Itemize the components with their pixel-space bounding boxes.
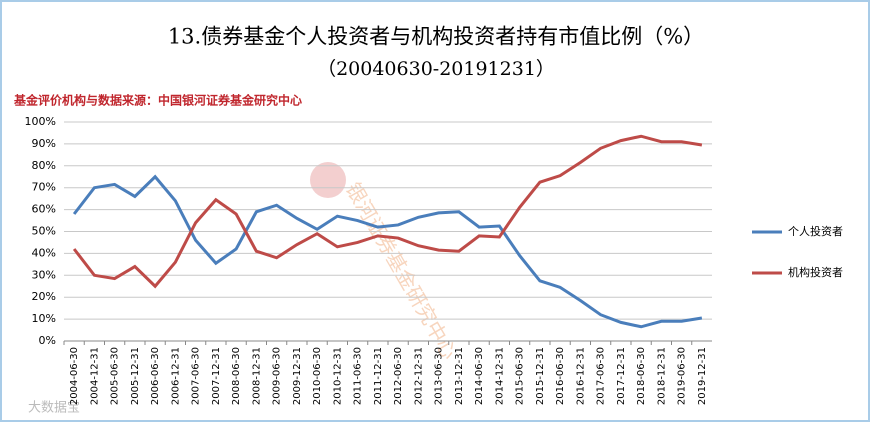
y-tick-label: 10% — [32, 312, 56, 325]
chart-subtitle: （20040630-20191231） — [317, 58, 555, 80]
chart-title: 13.债券基金个人投资者与机构投资者持有市值比例（%） — [168, 25, 704, 49]
x-tick-label: 2019-06-30 — [677, 347, 688, 405]
x-tick-label: 2006-12-31 — [170, 347, 181, 405]
legend-label: 机构投资者 — [788, 265, 843, 279]
x-tick-label: 2007-12-31 — [211, 347, 222, 405]
series-line — [72, 134, 703, 289]
x-tick-label: 2008-06-30 — [231, 347, 242, 405]
x-tick-label: 2016-12-31 — [575, 347, 586, 405]
legend-label: 个人投资者 — [788, 224, 843, 238]
watermark-logo — [310, 162, 346, 198]
x-tick-label: 2017-06-30 — [596, 347, 607, 405]
corner-mark: 大数据宝 — [28, 401, 80, 416]
x-tick-label: 2007-06-30 — [191, 347, 202, 405]
x-tick-label: 2013-12-31 — [454, 347, 465, 405]
x-tick-label: 2010-06-30 — [312, 347, 323, 405]
source: 基金评价机构与数据来源：中国银河证券基金研究中心 — [13, 93, 302, 108]
x-tick-label: 2004-06-30 — [69, 347, 80, 405]
y-tick-label: 0% — [39, 334, 56, 347]
x-tick-label: 2019-12-31 — [697, 347, 708, 405]
x-tick-label: 2008-12-31 — [251, 347, 262, 405]
x-tick-label: 2009-12-31 — [292, 347, 303, 405]
x-tick-label: 2018-06-30 — [636, 347, 647, 405]
x-tick-label: 2018-12-31 — [656, 347, 667, 405]
y-tick-label: 90% — [32, 137, 56, 150]
y-tick-label: 50% — [32, 225, 56, 238]
y-tick-label: 70% — [32, 181, 56, 194]
x-tick-label: 2010-12-31 — [332, 347, 343, 405]
x-tick-label: 2012-06-30 — [393, 347, 404, 405]
x-tick-label: 2014-06-30 — [474, 347, 485, 405]
x-tick-label: 2012-12-31 — [413, 347, 424, 405]
y-tick-label: 30% — [32, 268, 56, 281]
x-tick-label: 2004-12-31 — [89, 347, 100, 405]
x-tick-label: 2005-12-31 — [130, 347, 141, 405]
x-tick-label: 2014-12-31 — [494, 347, 505, 405]
y-tick-label: 100% — [25, 115, 56, 128]
series-line — [72, 174, 703, 329]
x-tick-label: 2006-06-30 — [150, 347, 161, 405]
x-tick-label: 2015-12-31 — [535, 347, 546, 405]
x-tick-label: 2009-06-30 — [272, 347, 283, 405]
x-tick-label: 2016-06-30 — [555, 347, 566, 405]
x-tick-label: 2013-06-30 — [434, 347, 445, 405]
y-tick-label: 20% — [32, 290, 56, 303]
x-tick-label: 2017-12-31 — [616, 347, 627, 405]
x-tick-label: 2005-06-30 — [110, 347, 121, 405]
y-tick-label: 40% — [32, 246, 56, 259]
x-tick-label: 2015-06-30 — [515, 347, 526, 405]
y-tick-label: 80% — [32, 159, 56, 172]
x-tick-label: 2011-06-30 — [353, 347, 364, 405]
x-tick-label: 2011-12-31 — [373, 347, 384, 405]
y-tick-label: 60% — [32, 203, 56, 216]
